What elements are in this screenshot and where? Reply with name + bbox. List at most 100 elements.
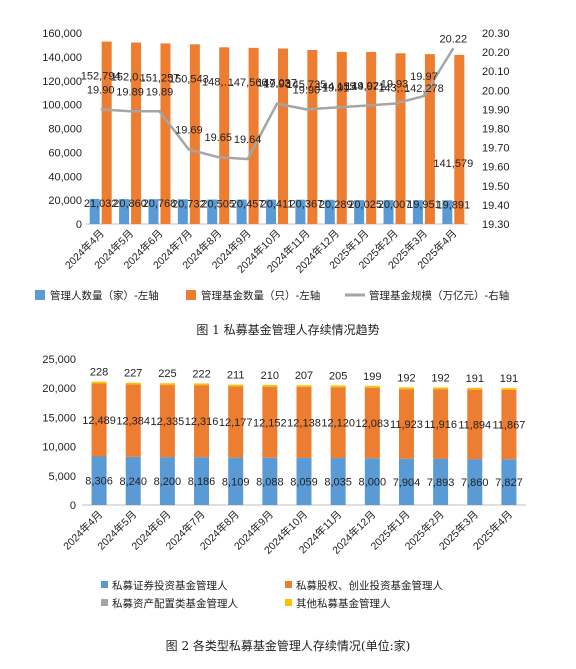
manager-count-label: 20,007 bbox=[378, 199, 412, 211]
segment-label: 210 bbox=[261, 370, 279, 382]
stacked-segment-4 bbox=[364, 385, 380, 388]
stacked-segment-1 bbox=[398, 458, 414, 505]
fund-count-label: 152,794 bbox=[81, 71, 121, 83]
manager-count-label: 21,032 bbox=[84, 198, 118, 210]
y-tick: 0 bbox=[70, 500, 76, 512]
right-axis-tick: 19.60 bbox=[482, 162, 510, 174]
y-tick: 25,000 bbox=[42, 354, 76, 366]
segment-label: 191 bbox=[466, 373, 484, 385]
manager-count-label: 19,951 bbox=[407, 199, 441, 211]
x-axis-labels: 2024年4月2024年5月2024年6月2024年7月2024年8月2024年… bbox=[62, 227, 459, 276]
fund-count-label: 143,… bbox=[378, 82, 410, 94]
segment-label: 211 bbox=[227, 370, 245, 382]
manager-count-bar bbox=[412, 200, 423, 224]
y-tick: 20,000 bbox=[42, 383, 76, 395]
aum-label: 19.90 bbox=[293, 84, 321, 96]
legend-label: 私募证券投资基金管理人 bbox=[112, 579, 228, 592]
aum-label: 19.64 bbox=[234, 134, 262, 146]
fund-count-label: 152,0… bbox=[111, 72, 150, 84]
stacked-segment-4 bbox=[398, 387, 414, 390]
segment-label: 8,200 bbox=[154, 476, 182, 488]
segment-label: 205 bbox=[329, 370, 347, 382]
bars bbox=[89, 41, 465, 225]
stacked-segment-4 bbox=[194, 383, 210, 386]
left-axis-tick: 120,000 bbox=[42, 76, 82, 88]
legend-swatch bbox=[186, 290, 196, 300]
fund-count-bar bbox=[160, 43, 171, 225]
segment-label: 8,306 bbox=[85, 476, 113, 488]
segment-label: 8,109 bbox=[222, 476, 250, 488]
stacked-segment-1 bbox=[91, 456, 107, 505]
right-axis-tick: 19.50 bbox=[482, 181, 510, 193]
legend-swatch bbox=[285, 599, 292, 606]
segment-label: 11,894 bbox=[458, 419, 491, 431]
manager-count-bar bbox=[236, 199, 247, 224]
segment-label: 192 bbox=[397, 372, 415, 384]
aum-label: 19.97 bbox=[410, 71, 438, 83]
segment-label: 12,120 bbox=[321, 418, 355, 430]
stacked-segment-2 bbox=[398, 389, 414, 459]
fund-count-label: 151,257 bbox=[140, 72, 180, 84]
manager-count-bar bbox=[442, 200, 453, 224]
segment-label: 12,316 bbox=[185, 416, 219, 428]
fund-count-bar bbox=[219, 47, 230, 225]
legend-label: 私募股权、创业投资基金管理人 bbox=[296, 579, 443, 592]
segment-label: 8,186 bbox=[188, 476, 216, 488]
segment-label: 222 bbox=[192, 368, 210, 380]
segment-label: 8,059 bbox=[290, 476, 318, 488]
stacked-segment-1 bbox=[194, 457, 210, 505]
stacked-segment-2 bbox=[262, 386, 278, 458]
aum-line-path bbox=[100, 47, 455, 161]
stacked-segment-4 bbox=[262, 384, 278, 387]
legend-label: 管理人数量（家）-左轴 bbox=[50, 289, 159, 302]
x-axis-labels: 2024年4月2024年5月2024年6月2024年7月2024年8月2024年… bbox=[61, 508, 516, 557]
right-axis-tick: 20.10 bbox=[482, 66, 510, 78]
legend-swatch bbox=[101, 599, 108, 606]
fund-count-label: 150,543 bbox=[169, 73, 209, 85]
right-axis-tick: 19.30 bbox=[482, 219, 510, 231]
left-axis-tick: 40,000 bbox=[48, 171, 82, 183]
stacked-segment-4 bbox=[467, 387, 483, 390]
stacked-segment-1 bbox=[467, 459, 483, 505]
fund-count-bar bbox=[101, 41, 112, 225]
fund-count-bar bbox=[424, 54, 435, 224]
stacked-segment-1 bbox=[125, 456, 141, 505]
stacked-segment-4 bbox=[330, 385, 346, 388]
fund-count-bar bbox=[189, 44, 200, 225]
stacked-segment-1 bbox=[433, 458, 449, 505]
segment-label: 12,335 bbox=[151, 416, 185, 428]
right-axis-ticks: 19.30 19.40 19.50 19.60 19.70 19.80 19.90 20.00… bbox=[482, 28, 510, 231]
segment-label: 12,384 bbox=[116, 416, 150, 428]
fund-count-bar bbox=[307, 50, 318, 225]
stacked-segment-2 bbox=[194, 385, 210, 458]
stacked-segment-1 bbox=[364, 458, 380, 505]
legend-swatch bbox=[101, 581, 108, 588]
stacked-segment-4 bbox=[501, 388, 517, 390]
segment-label: 7,827 bbox=[495, 477, 523, 489]
manager-count-label: 20,367 bbox=[290, 199, 324, 211]
segment-label: 225 bbox=[158, 368, 176, 380]
stacked-segment-1 bbox=[228, 457, 244, 505]
aum-label: 20.22 bbox=[440, 33, 468, 45]
right-axis-tick: 20.20 bbox=[482, 47, 510, 59]
stacked-segment-2 bbox=[296, 387, 312, 458]
stacked-segment-1 bbox=[159, 457, 175, 505]
manager-count-label: 20,025 bbox=[348, 199, 382, 211]
chart-manager-types: 0 5,000 10,000 15,000 20,000 25,000 8,306 12,4… bbox=[42, 354, 526, 653]
aum-label: 19.69 bbox=[175, 125, 203, 137]
segment-label: 228 bbox=[90, 367, 108, 379]
left-axis-tick: 20,000 bbox=[48, 195, 82, 207]
right-axis-tick: 20.30 bbox=[482, 28, 510, 40]
manager-count-bar bbox=[177, 199, 188, 224]
stacked-segment-2 bbox=[467, 389, 483, 460]
fund-count-label: 147,037 bbox=[257, 77, 297, 89]
segment-label: 12,083 bbox=[355, 418, 389, 430]
manager-count-bar bbox=[295, 199, 306, 224]
stacked-segment-2 bbox=[501, 389, 517, 460]
right-axis-tick: 19.80 bbox=[482, 124, 510, 136]
stacked-segment-1 bbox=[501, 459, 517, 505]
segment-label: 7,904 bbox=[393, 477, 421, 489]
manager-count-label: 19,891 bbox=[436, 199, 470, 211]
stacked-segment-2 bbox=[228, 386, 244, 458]
